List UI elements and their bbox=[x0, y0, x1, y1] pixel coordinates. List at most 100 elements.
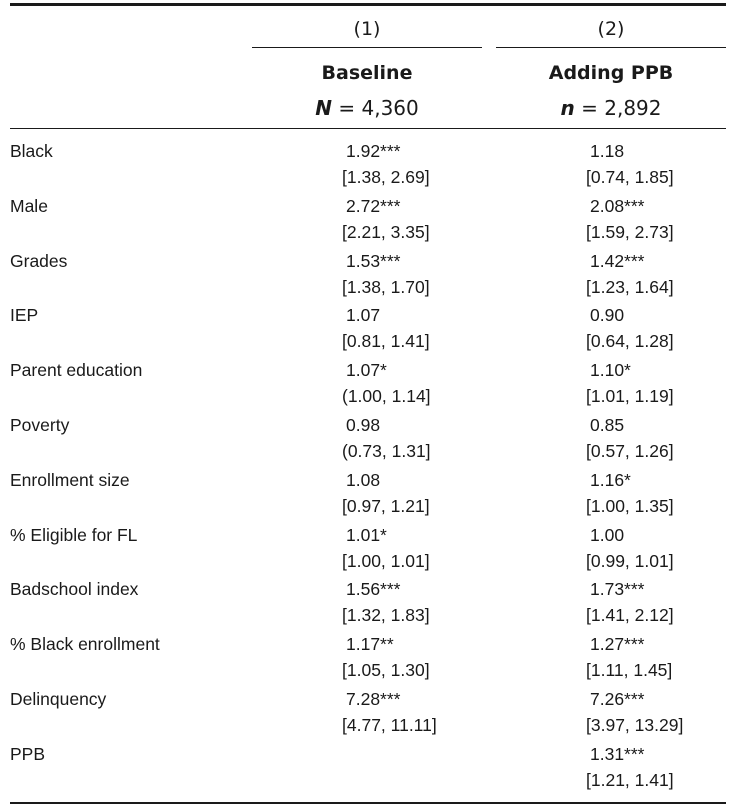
confidence-interval: [2.21, 3.35] bbox=[342, 221, 430, 242]
sample-size-symbol: n bbox=[560, 96, 575, 120]
odds-ratio-estimate: 1.00 bbox=[590, 524, 625, 545]
cell-column-2: 1.27*** [1.11, 1.45] bbox=[586, 634, 672, 686]
confidence-interval: [0.57, 1.26] bbox=[586, 441, 674, 461]
column-1-rule bbox=[252, 47, 482, 48]
table-bottom-rule bbox=[10, 802, 726, 804]
confidence-interval: [3.97, 13.29] bbox=[586, 715, 684, 735]
table-row: PPB 1.31*** [1.21, 1.41] bbox=[0, 744, 738, 799]
odds-ratio-estimate: 1.31*** bbox=[590, 743, 645, 764]
cell-column-2: 1.18 [0.74, 1.85] bbox=[586, 141, 674, 193]
sample-size-symbol: N bbox=[315, 96, 332, 120]
cell-column-1: 1.53*** [1.38, 1.70] bbox=[342, 251, 430, 303]
cell-column-2: 0.85 [0.57, 1.26] bbox=[586, 415, 674, 467]
odds-ratio-estimate: 1.16* bbox=[590, 469, 631, 490]
confidence-interval: [0.64, 1.28] bbox=[586, 331, 674, 352]
cell-column-1: 1.07* (1.00, 1.14] bbox=[342, 360, 431, 412]
table-row: Male 2.72*** [2.21, 3.35] 2.08*** [1.59, 2.7… bbox=[0, 196, 738, 251]
cell-column-2: 1.31*** [1.21, 1.41] bbox=[586, 744, 674, 796]
odds-ratio-estimate: 1.17** bbox=[346, 634, 394, 655]
confidence-interval: [0.81, 1.41] bbox=[342, 331, 430, 352]
confidence-interval: [1.11, 1.45] bbox=[586, 660, 673, 681]
confidence-interval: [1.41, 2.12] bbox=[586, 605, 674, 626]
variable-label: % Eligible for FL bbox=[10, 524, 138, 545]
odds-ratio-estimate: 1.01* bbox=[346, 524, 387, 545]
confidence-interval: [4.77, 11.11] bbox=[342, 715, 437, 735]
variable-label: Poverty bbox=[10, 415, 70, 435]
odds-ratio-estimate: 2.72*** bbox=[346, 195, 401, 216]
sample-size-value: 2,892 bbox=[604, 96, 662, 120]
table-row: Delinquency 7.28*** [4.77, 11.11] 7.26*** [3… bbox=[0, 689, 738, 744]
cell-column-1: 1.01* [1.00, 1.01] bbox=[342, 525, 430, 577]
confidence-interval: [1.23, 1.64] bbox=[586, 276, 674, 297]
odds-ratio-estimate: 1.10* bbox=[590, 360, 631, 381]
odds-ratio-estimate: 1.73*** bbox=[590, 579, 645, 600]
odds-ratio-estimate: 1.42*** bbox=[590, 250, 645, 271]
confidence-interval: (0.73, 1.31] bbox=[342, 441, 431, 461]
cell-column-2: 1.42*** [1.23, 1.64] bbox=[586, 251, 674, 303]
table-row: % Eligible for FL 1.01* [1.00, 1.01] 1.00 [0… bbox=[0, 525, 738, 580]
column-2-rule bbox=[496, 47, 726, 48]
variable-label: Parent education bbox=[10, 360, 143, 381]
cell-column-1: 0.98 (0.73, 1.31] bbox=[342, 415, 431, 467]
odds-ratio-estimate: 0.90 bbox=[590, 305, 625, 326]
column-2-name: Adding PPB bbox=[548, 62, 674, 84]
variable-label: PPB bbox=[10, 743, 46, 764]
cell-column-1: 1.56*** [1.32, 1.83] bbox=[342, 579, 430, 631]
header-bottom-rule bbox=[10, 128, 726, 129]
confidence-interval: [1.01, 1.19] bbox=[586, 386, 674, 407]
column-1-number: (1) bbox=[353, 18, 381, 40]
confidence-interval: (1.00, 1.14] bbox=[342, 386, 431, 407]
cell-column-1 bbox=[342, 744, 346, 796]
table-row: Grades 1.53*** [1.38, 1.70] 1.42*** [1.23, 1… bbox=[0, 251, 738, 306]
odds-ratio-estimate: 1.07 bbox=[346, 305, 381, 326]
variable-label: Badschool index bbox=[10, 579, 139, 600]
cell-column-2: 0.90 [0.64, 1.28] bbox=[586, 305, 674, 357]
variable-label: Delinquency bbox=[10, 689, 107, 709]
table-row: IEP 1.07 [0.81, 1.41] 0.90 [0.64, 1.28] bbox=[0, 305, 738, 360]
odds-ratio-estimate: 1.27*** bbox=[590, 634, 645, 655]
odds-ratio-estimate: 7.26*** bbox=[590, 689, 645, 709]
cell-column-2: 7.26*** [3.97, 13.29] bbox=[586, 689, 683, 741]
confidence-interval: [1.32, 1.83] bbox=[342, 605, 430, 626]
confidence-interval: [1.05, 1.30] bbox=[342, 660, 430, 681]
table-top-rule bbox=[10, 3, 726, 6]
cell-column-1: 1.92*** [1.38, 2.69] bbox=[342, 141, 430, 193]
table-row: Black 1.92*** [1.38, 2.69] 1.18 [0.74, 1.85] bbox=[0, 141, 738, 196]
confidence-interval: [0.74, 1.85] bbox=[586, 167, 674, 187]
table-row: Parent education 1.07* (1.00, 1.14] 1.10* [1… bbox=[0, 360, 738, 415]
column-2-number: (2) bbox=[597, 18, 625, 40]
cell-column-2: 1.00 [0.99, 1.01] bbox=[586, 525, 674, 577]
column-1-sample-size: N = 4,360 bbox=[315, 96, 419, 120]
table-row: Enrollment size 1.08 [0.97, 1.21] 1.16* [1.0… bbox=[0, 470, 738, 525]
variable-label: Black bbox=[10, 141, 53, 161]
variable-label: % Black enrollment bbox=[10, 634, 160, 655]
variable-label: Grades bbox=[10, 250, 68, 271]
confidence-interval: [1.38, 1.70] bbox=[342, 276, 430, 297]
odds-ratio-estimate: 2.08*** bbox=[590, 195, 645, 216]
odds-ratio-estimate bbox=[342, 744, 346, 770]
odds-ratio-estimate: 1.53*** bbox=[346, 250, 401, 271]
sample-size-value: 4,360 bbox=[361, 96, 419, 120]
odds-ratio-estimate: 0.85 bbox=[590, 415, 625, 435]
odds-ratio-estimate: 1.92*** bbox=[346, 141, 401, 161]
confidence-interval: [1.59, 2.73] bbox=[586, 221, 674, 242]
cell-column-2: 2.08*** [1.59, 2.73] bbox=[586, 196, 674, 248]
column-2-sample-size: n = 2,892 bbox=[560, 96, 662, 120]
column-1-name: Baseline bbox=[321, 62, 413, 84]
cell-column-2: 1.73*** [1.41, 2.12] bbox=[586, 579, 674, 631]
confidence-interval: [1.21, 1.41] bbox=[586, 769, 674, 790]
odds-ratio-estimate: 1.18 bbox=[590, 141, 625, 161]
cell-column-1: 1.07 [0.81, 1.41] bbox=[342, 305, 430, 357]
table-row: Poverty 0.98 (0.73, 1.31] 0.85 [0.57, 1.26] bbox=[0, 415, 738, 470]
cell-column-1: 7.28*** [4.77, 11.11] bbox=[342, 689, 437, 741]
odds-ratio-estimate: 1.56*** bbox=[346, 579, 401, 600]
cell-column-1: 2.72*** [2.21, 3.35] bbox=[342, 196, 430, 248]
confidence-interval: [0.97, 1.21] bbox=[342, 495, 430, 516]
cell-column-2: 1.16* [1.00, 1.35] bbox=[586, 470, 674, 522]
confidence-interval: [1.38, 2.69] bbox=[342, 167, 430, 187]
variable-label: Enrollment size bbox=[10, 469, 130, 490]
cell-column-1: 1.08 [0.97, 1.21] bbox=[342, 470, 430, 522]
odds-ratio-estimate: 7.28*** bbox=[346, 689, 401, 709]
variable-label: IEP bbox=[10, 305, 39, 326]
odds-ratio-estimate: 1.07* bbox=[346, 360, 387, 381]
